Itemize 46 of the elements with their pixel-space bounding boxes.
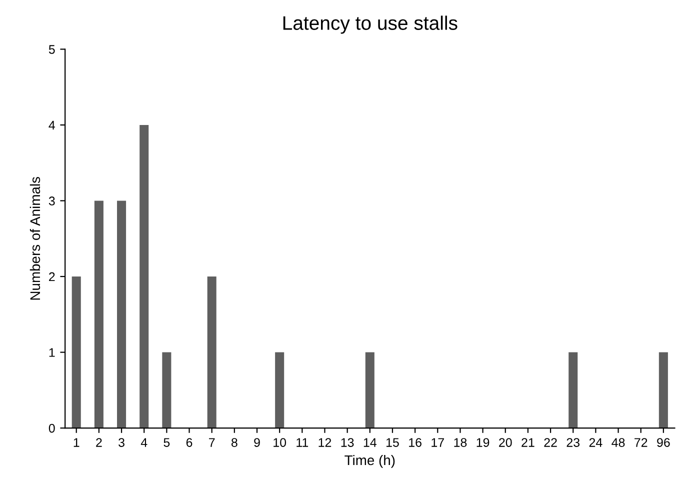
- bar: [658, 352, 668, 428]
- x-tick-label: 17: [432, 438, 444, 447]
- x-tick-label: 5: [164, 438, 170, 447]
- x-tick-label: 2: [96, 438, 102, 447]
- x-tick-label: 14: [364, 438, 376, 447]
- bar: [72, 276, 81, 428]
- x-tick-label: 72: [634, 438, 648, 447]
- x-tick-label: 22: [544, 438, 557, 447]
- bar: [162, 352, 172, 428]
- x-tick-label: 16: [409, 438, 422, 447]
- bar: [365, 352, 374, 428]
- x-tick-label: 48: [612, 438, 625, 447]
- x-tick-label: 4: [140, 438, 148, 447]
- x-tick-label: 8: [231, 438, 238, 447]
- x-axis-title: Time (h): [344, 454, 395, 468]
- x-tick-label: 21: [522, 438, 534, 447]
- x-tick-label: 3: [118, 438, 124, 447]
- x-tick-label: 11: [296, 438, 308, 447]
- y-tick-label: 3: [48, 196, 55, 206]
- x-tick-label: 10: [274, 438, 286, 447]
- x-tick-label: 1: [74, 438, 80, 447]
- x-tick-label: 96: [657, 438, 670, 447]
- chart-title: Latency to use stalls: [283, 16, 458, 34]
- bar: [275, 352, 284, 428]
- x-tick-label: 19: [476, 438, 490, 447]
- y-tick-label: 1: [49, 348, 55, 357]
- x-tick-label: 20: [499, 438, 512, 447]
- x-tick-label: 6: [186, 438, 192, 447]
- x-tick-label: 9: [254, 438, 260, 447]
- y-tick-label: 4: [48, 120, 55, 130]
- y-axis-title: Numbers of Animals: [30, 176, 40, 300]
- bar: [140, 124, 149, 428]
- x-tick-label: 13: [341, 438, 354, 447]
- x-tick-label: 23: [566, 438, 580, 447]
- bar: [117, 200, 126, 428]
- bar: [207, 276, 216, 428]
- x-tick-label: 15: [386, 438, 399, 447]
- bar: [94, 200, 104, 428]
- x-tick-label: 12: [318, 438, 332, 447]
- x-tick-label: 24: [589, 438, 602, 447]
- bar: [568, 352, 578, 428]
- y-tick-label: 2: [49, 272, 55, 282]
- y-tick-label: 5: [48, 45, 55, 54]
- x-tick-label: 18: [454, 438, 467, 447]
- y-tick-label: 0: [48, 424, 55, 433]
- x-tick-label: 7: [209, 438, 215, 447]
